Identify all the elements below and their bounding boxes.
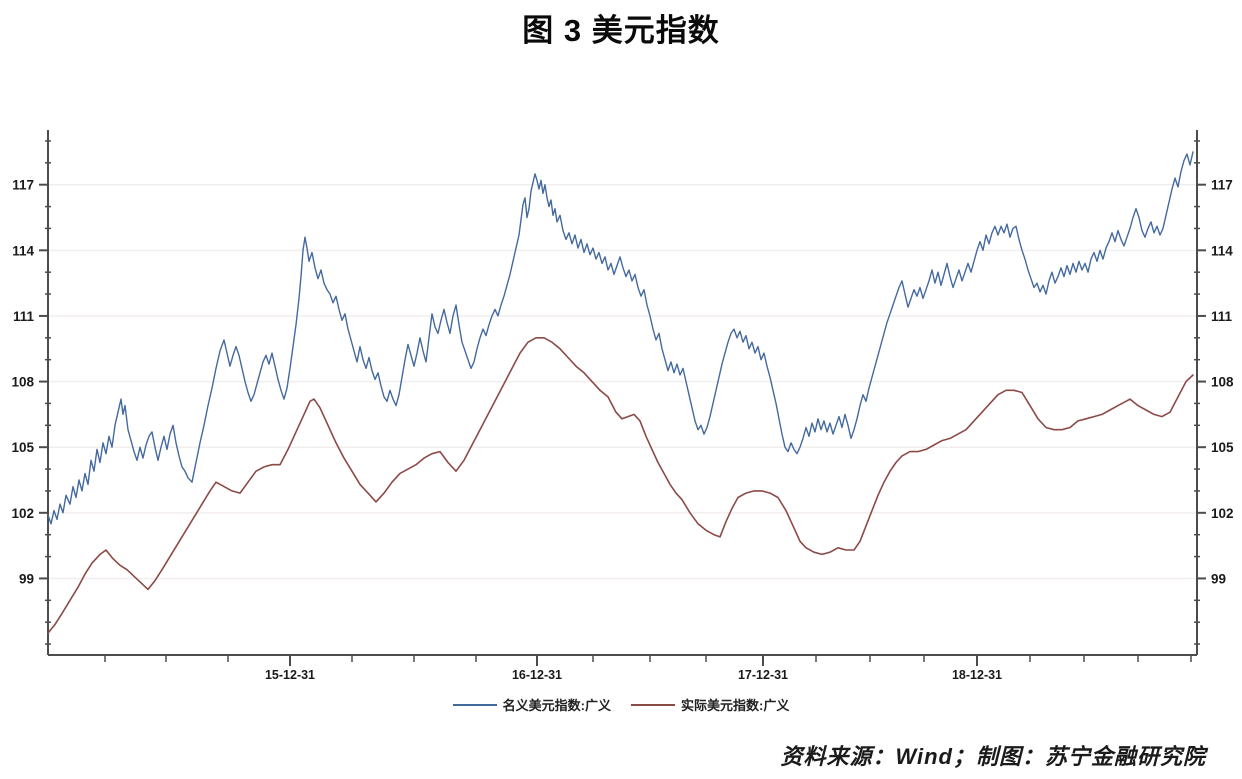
chart-title: 图 3 美元指数 — [522, 13, 720, 48]
y-tick-label: 99 — [19, 571, 34, 586]
y-tick-label: 108 — [11, 375, 34, 390]
y-tick-label: 111 — [1211, 309, 1233, 324]
y-tick-label: 102 — [11, 506, 34, 521]
legend-item-real: 实际美元指数:广义 — [631, 695, 789, 714]
legend-line-real — [631, 703, 675, 706]
legend-line-nominal — [452, 703, 497, 706]
y-tick-label: 117 — [12, 178, 34, 193]
legend-item-nominal: 名义美元指数:广义 — [452, 695, 611, 714]
y-tick-label: 102 — [1211, 506, 1234, 521]
legend-label-nominal: 名义美元指数:广义 — [502, 698, 611, 713]
y-tick-label: 108 — [1211, 375, 1234, 390]
y-tick-label: 99 — [1211, 571, 1226, 586]
y-tick-label: 114 — [1211, 243, 1233, 258]
source-note: 资料来源：Wind；制图：苏宁金融研究院 — [780, 744, 1206, 769]
x-tick-label: 15-12-31 — [265, 668, 315, 682]
y-tick-label: 114 — [12, 243, 34, 258]
x-tick-label: 17-12-31 — [738, 668, 788, 682]
x-tick-label: 16-12-31 — [512, 668, 562, 682]
y-tick-label: 105 — [1211, 440, 1234, 455]
y-tick-label: 117 — [1211, 178, 1233, 193]
legend-label-real: 实际美元指数:广义 — [681, 698, 790, 713]
legend: 名义美元指数:广义 实际美元指数:广义 — [0, 695, 1242, 714]
series-line-0 — [47, 151, 1194, 525]
series-line-1 — [47, 336, 1194, 634]
x-tick-label: 18-12-31 — [952, 668, 1002, 682]
y-tick-label: 105 — [11, 440, 34, 455]
y-tick-label: 111 — [13, 309, 35, 324]
